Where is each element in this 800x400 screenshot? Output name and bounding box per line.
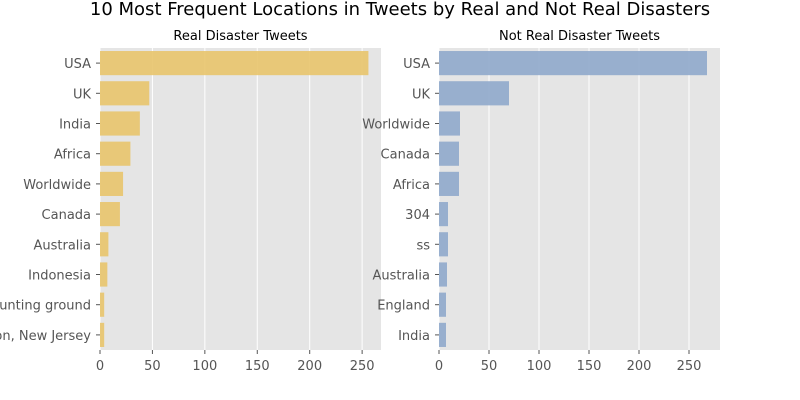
y-tick-label: USA bbox=[64, 57, 91, 72]
y-tick-label: Australia bbox=[33, 238, 91, 253]
subplot-title: Not Real Disaster Tweets bbox=[499, 29, 660, 44]
y-tick-label: India bbox=[398, 329, 430, 344]
bar bbox=[100, 81, 150, 106]
y-tick-label: Worldwide bbox=[23, 178, 91, 193]
bar bbox=[100, 51, 369, 76]
panel-notreal: USA UK Worldwide Canada Africa 304 ss Australia… bbox=[362, 29, 720, 374]
x-tick-label: 250 bbox=[677, 359, 702, 374]
x-tick-label: 150 bbox=[245, 359, 270, 374]
x-tick-label: 0 bbox=[435, 359, 443, 374]
y-tick-label: Canada bbox=[381, 148, 430, 163]
bar bbox=[100, 232, 109, 257]
bar bbox=[439, 202, 448, 227]
x-tick-label: 200 bbox=[627, 359, 652, 374]
bar bbox=[100, 141, 131, 166]
figure-title: 10 Most Frequent Locations in Tweets by … bbox=[89, 0, 711, 20]
bar bbox=[439, 141, 459, 166]
x-tick-label: 50 bbox=[481, 359, 498, 374]
bar bbox=[439, 322, 446, 347]
y-tick-label: England bbox=[377, 299, 430, 314]
bar bbox=[100, 111, 140, 136]
y-tick-label: USA bbox=[403, 57, 430, 72]
x-tick-label: 150 bbox=[577, 359, 602, 374]
y-tick-label: Canada bbox=[42, 208, 91, 223]
bar bbox=[100, 322, 105, 347]
bar bbox=[100, 292, 105, 317]
y-tick-label: India bbox=[59, 118, 91, 133]
x-tick-label: 200 bbox=[297, 359, 322, 374]
bar bbox=[439, 292, 446, 317]
y-tick-label: Australia bbox=[372, 269, 430, 284]
bar bbox=[100, 202, 120, 227]
bar bbox=[439, 232, 448, 257]
bar bbox=[100, 171, 124, 196]
x-tick-label: 50 bbox=[144, 359, 161, 374]
x-tick-label: 100 bbox=[192, 359, 217, 374]
bar bbox=[439, 81, 509, 106]
bar bbox=[439, 262, 447, 287]
x-tick-label: 100 bbox=[527, 359, 552, 374]
y-tick-label: Worldwide bbox=[362, 118, 430, 133]
y-tick-label: UK bbox=[73, 87, 92, 102]
x-tick-label: 250 bbox=[350, 359, 375, 374]
y-tick-label: Africa bbox=[393, 178, 430, 193]
bar bbox=[439, 51, 707, 76]
bar bbox=[439, 111, 460, 136]
x-tick-label: 0 bbox=[96, 359, 104, 374]
y-tick-label: ss bbox=[416, 238, 430, 253]
bar bbox=[100, 262, 108, 287]
y-tick-label: UK bbox=[412, 87, 431, 102]
bar bbox=[439, 171, 459, 196]
y-tick-label: the hunting ground bbox=[0, 299, 91, 314]
y-tick-label: Africa bbox=[54, 148, 91, 163]
y-tick-label: Trenton, New Jersey bbox=[0, 329, 91, 344]
y-tick-label: Indonesia bbox=[28, 269, 91, 284]
y-tick-label: 304 bbox=[405, 208, 430, 223]
subplot-title: Real Disaster Tweets bbox=[173, 29, 307, 44]
panel-real: USA UK India Africa Worldwide Canada Australia… bbox=[0, 29, 381, 374]
